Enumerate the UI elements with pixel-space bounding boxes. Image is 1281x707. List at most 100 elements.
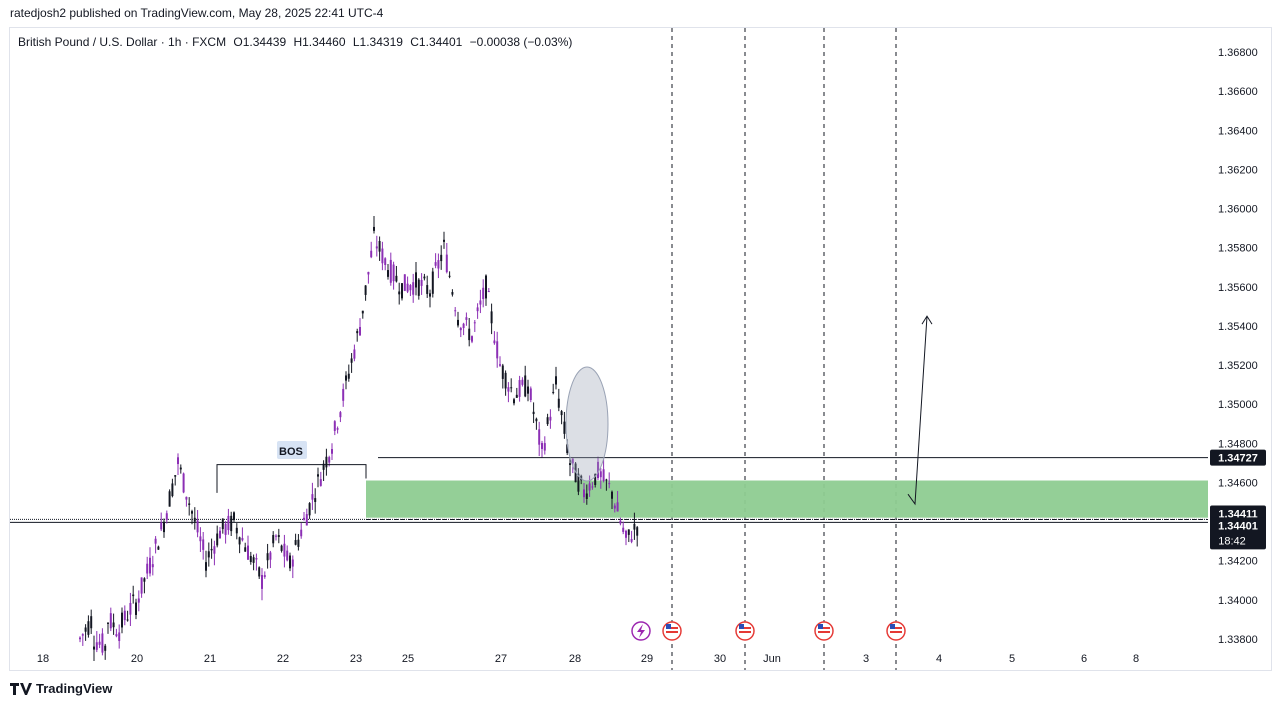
candle-body (468, 328, 471, 341)
candle-body (303, 517, 305, 520)
flag-stripe-icon (890, 631, 902, 633)
candle-body (496, 341, 499, 359)
flag-canton-icon (666, 624, 671, 629)
flag-canton-icon (890, 624, 895, 629)
legend-high: H1.34460 (293, 35, 346, 49)
price-tick-label: 1.35400 (1218, 321, 1258, 333)
candle-body (143, 578, 146, 582)
candle-body (541, 443, 543, 449)
candle-body (443, 239, 445, 242)
candle-body (482, 287, 485, 300)
candle-body (636, 527, 639, 536)
candle-body (185, 496, 188, 500)
footer-brand-label: TradingView (36, 681, 113, 696)
candle-body (163, 521, 165, 533)
candle-body (171, 483, 174, 497)
bos-label: BOS (279, 446, 303, 458)
candle-body (510, 387, 513, 389)
candle-body (339, 412, 342, 418)
candle-body (210, 548, 213, 551)
candle-body (370, 250, 373, 258)
time-tick-label: 23 (350, 653, 362, 665)
candle-body (493, 340, 496, 344)
candle-body (361, 310, 364, 314)
footer-brand[interactable]: TradingView (10, 681, 112, 696)
candle-body (569, 463, 571, 466)
candle-body (367, 271, 370, 275)
time-tick-label: 8 (1133, 653, 1139, 665)
candle-body (434, 262, 437, 266)
candle-body (622, 527, 625, 532)
price-tag-last-bg (1210, 517, 1266, 550)
candle-body (165, 513, 168, 521)
candle-body (291, 559, 294, 567)
candle-body (123, 610, 126, 621)
candle-body (314, 498, 317, 502)
flag-canton-icon (739, 624, 744, 629)
candle-body (101, 633, 104, 653)
candle-body (93, 646, 95, 650)
candle-body (328, 457, 331, 463)
bos-line[interactable] (216, 464, 367, 493)
candle-body (342, 388, 345, 401)
time-tick-label: 27 (495, 653, 507, 665)
lightning-glyph-icon (637, 624, 645, 638)
candle-body (191, 511, 193, 514)
candle-body (238, 537, 241, 545)
candle-body (395, 275, 398, 282)
bos-label-bg (277, 441, 307, 459)
candle-body (137, 598, 140, 603)
chart-frame (9, 27, 1272, 671)
candle-body (532, 411, 535, 415)
candle-body (605, 479, 608, 481)
time-tick-label: 25 (402, 653, 414, 665)
candle-body (216, 533, 219, 546)
candle-body (465, 317, 468, 320)
price-tick-label: 1.34000 (1218, 595, 1258, 607)
candle-body (207, 551, 210, 558)
candle-body (322, 463, 325, 470)
candle-body (157, 546, 160, 550)
highlight-ellipse[interactable] (565, 366, 609, 482)
candle-body (417, 279, 420, 296)
candle-body (336, 428, 339, 430)
candle-body (311, 494, 314, 500)
candle-body (392, 264, 395, 282)
candle-body (381, 248, 384, 264)
candle-body (333, 421, 336, 431)
candle-body (249, 555, 252, 563)
candle-body (140, 577, 143, 594)
candle-body (504, 372, 507, 389)
candle-body (501, 365, 504, 379)
tradingview-logo-icon (10, 682, 32, 695)
demand-zone[interactable] (366, 480, 1208, 518)
time-tick-label: 22 (277, 653, 289, 665)
candle-body (490, 311, 493, 324)
candle-body (555, 376, 557, 385)
candle-body (585, 493, 588, 499)
price-tag-level: 1.34727 (1218, 453, 1258, 465)
candle-body (109, 613, 112, 629)
candle-body (87, 621, 90, 635)
candle-body (151, 564, 154, 568)
candle-body (515, 394, 518, 398)
projection-arrow[interactable] (907, 316, 928, 506)
candle-body (199, 536, 202, 542)
candle-body (196, 520, 199, 533)
candle-body (179, 467, 182, 470)
candle-body (319, 479, 322, 486)
candle-body (297, 539, 300, 547)
candle-body (364, 285, 367, 295)
candle-body (487, 291, 490, 293)
time-tick-label: 3 (863, 653, 869, 665)
candle-body (524, 375, 527, 397)
candle-body (473, 322, 476, 324)
legend-open: O1.34439 (233, 35, 287, 49)
candle-body (121, 612, 123, 628)
candle-body (213, 546, 216, 554)
candle-body (107, 622, 109, 624)
candle-body (269, 552, 272, 560)
candle-body (457, 319, 459, 326)
flag-stripe-icon (739, 627, 751, 629)
